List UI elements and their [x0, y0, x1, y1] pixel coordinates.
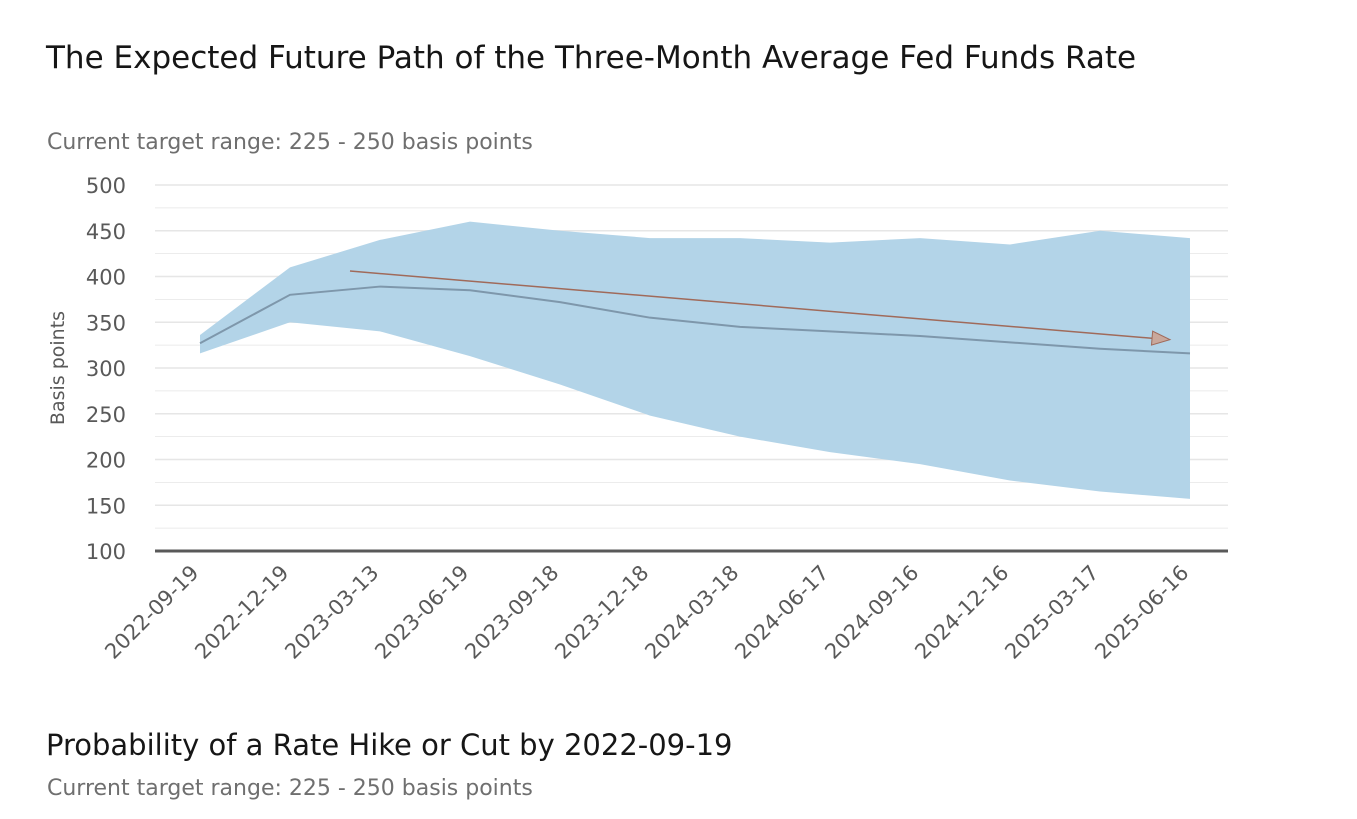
- expected-path-line: [199, 285, 1191, 355]
- section2-title: Probability of a Rate Hike or Cut by 202…: [46, 728, 733, 762]
- x-tick-label: 2024-09-16: [820, 561, 923, 664]
- y-axis-label: Basis points: [47, 311, 69, 425]
- y-tick-label: 200: [86, 449, 126, 473]
- x-tick-label: 2023-09-18: [460, 561, 563, 664]
- y-tick-label: 500: [86, 174, 126, 198]
- y-tick-label: 350: [86, 311, 126, 335]
- x-tick-labels: 2022-09-192022-12-192023-03-132023-06-19…: [100, 561, 1193, 664]
- y-tick-label: 450: [86, 220, 126, 244]
- x-tick-label: 2023-06-19: [370, 561, 473, 664]
- y-tick-label: 250: [86, 403, 126, 427]
- chart-subtitle: Current target range: 225 - 250 basis po…: [47, 130, 533, 155]
- chart-title: The Expected Future Path of the Three-Mo…: [46, 40, 1137, 76]
- probability-band: [200, 221, 1190, 499]
- y-tick-label: 150: [86, 494, 126, 518]
- x-tick-label: 2023-03-13: [280, 561, 383, 664]
- x-tick-label: 2023-12-18: [550, 561, 653, 664]
- y-tick-label: 300: [86, 357, 126, 381]
- x-tick-label: 2022-09-19: [100, 561, 203, 664]
- x-tick-label: 2024-12-16: [910, 561, 1013, 664]
- x-tick-label: 2024-06-17: [730, 561, 833, 664]
- trend-arrow: [349, 270, 1172, 346]
- y-tick-label: 100: [86, 540, 126, 564]
- x-tick-label: 2025-03-17: [1000, 561, 1103, 664]
- trend-arrow-shaft: [349, 270, 1157, 340]
- y-tick-label: 400: [86, 266, 126, 290]
- y-tick-labels: 100 150 200 250 300 350 400 450 500: [86, 174, 126, 564]
- section2-subtitle: Current target range: 225 - 250 basis po…: [47, 776, 533, 801]
- x-tick-label: 2022-12-19: [190, 561, 293, 664]
- x-tick-label: 2025-06-16: [1090, 561, 1193, 664]
- trend-arrow-head: [1150, 330, 1172, 346]
- x-tick-label: 2024-03-18: [640, 561, 743, 664]
